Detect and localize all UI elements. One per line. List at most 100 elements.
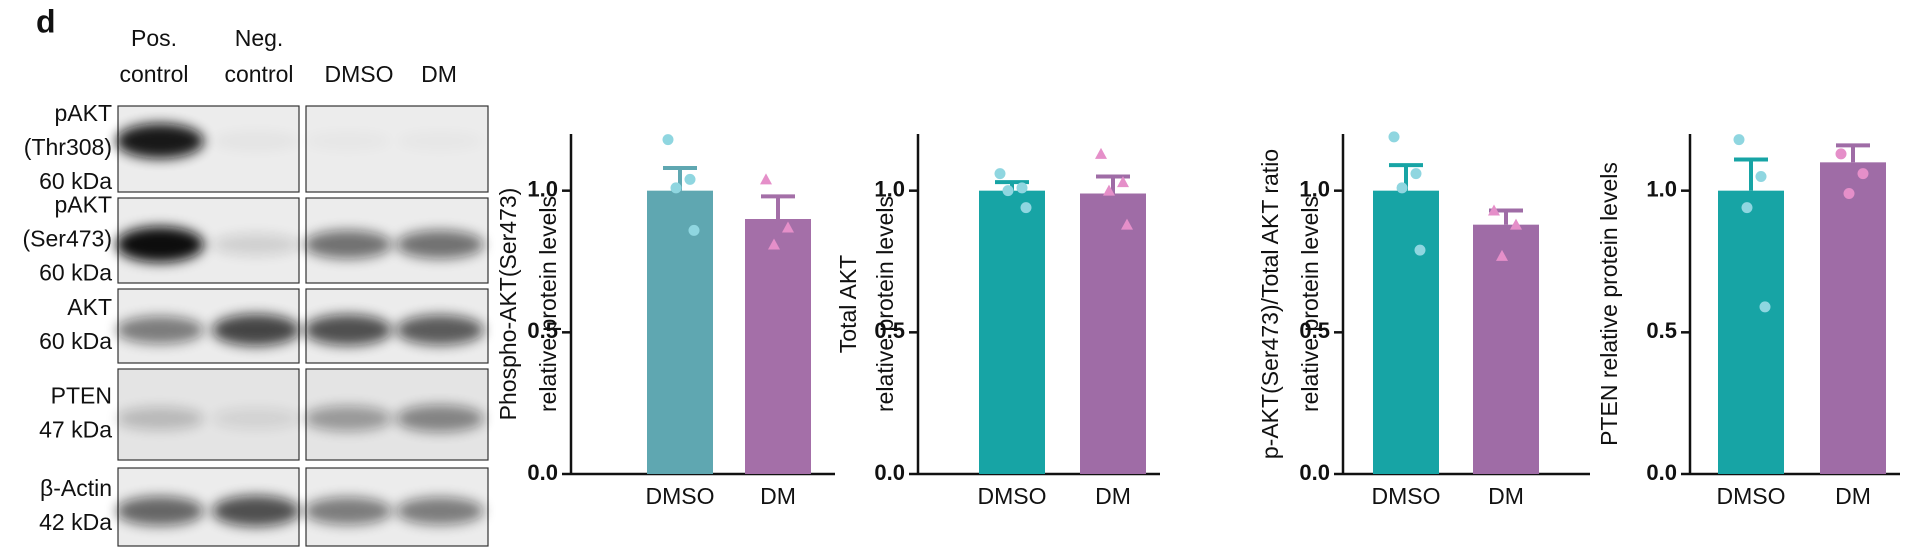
row-label: (Thr308) (24, 134, 112, 160)
blot-band (304, 497, 392, 525)
blot-band (212, 407, 300, 430)
blot-band (304, 314, 392, 346)
data-point (1095, 147, 1107, 159)
data-point (1016, 182, 1028, 194)
lane-label: control (119, 61, 188, 87)
blot-band (212, 131, 300, 151)
row-label: pAKT (54, 100, 112, 126)
blot-band (304, 131, 392, 151)
x-tick-label: DM (760, 483, 796, 509)
row-label: AKT (67, 294, 112, 320)
blot-band (212, 314, 300, 346)
x-tick-label: DM (1095, 483, 1131, 509)
lane-label: Neg. (235, 25, 284, 51)
blot-band (212, 233, 300, 256)
x-tick-label: DM (1835, 483, 1871, 509)
data-point (1835, 148, 1847, 160)
blot-band (304, 230, 392, 259)
row-label: 60 kDa (39, 328, 112, 354)
blot-band (396, 131, 484, 151)
blot-band (116, 316, 204, 344)
panel-label: d (36, 3, 56, 39)
data-point (1117, 176, 1129, 188)
row-label: PTEN (51, 383, 112, 409)
bar (745, 219, 811, 474)
bar (979, 190, 1045, 474)
bar (1820, 162, 1886, 475)
y-tick-label: 0.0 (1646, 460, 1677, 485)
y-tick-label: 1.0 (527, 176, 558, 201)
y-axis-label: Total AKT (835, 255, 861, 353)
x-tick-label: DMSO (646, 483, 715, 509)
row-label: β-Actin (40, 475, 112, 501)
data-point (1843, 188, 1855, 199)
blot-band (116, 496, 204, 526)
bar (1718, 190, 1784, 474)
y-axis-label: relative protein levels (1297, 196, 1323, 412)
y-tick-label: 0.5 (1299, 318, 1330, 343)
y-tick-label: 1.0 (1646, 176, 1677, 201)
row-label: pAKT (54, 192, 112, 218)
blot-band (304, 405, 392, 432)
lane-label: control (224, 61, 293, 87)
data-point (760, 173, 772, 185)
blot-band (212, 495, 300, 527)
data-point (1002, 185, 1014, 197)
y-axis-label: Phospho-AKT(Ser473) (495, 188, 521, 421)
data-point (1488, 204, 1500, 216)
data-point (1388, 131, 1400, 143)
y-axis-label: relative protein levels (872, 196, 898, 412)
data-point (1733, 134, 1745, 146)
data-point (1755, 171, 1767, 182)
row-label: 47 kDa (39, 417, 112, 443)
y-tick-label: 0.5 (527, 318, 558, 343)
data-point (1103, 184, 1115, 196)
lane-label: DM (421, 61, 457, 87)
lane-label: DMSO (325, 61, 394, 87)
row-label: 42 kDa (39, 509, 112, 535)
data-point (670, 182, 682, 194)
y-tick-label: 1.0 (1299, 176, 1330, 201)
y-tick-label: 0.0 (1299, 460, 1330, 485)
blot-band (396, 404, 484, 433)
bar (1373, 190, 1439, 474)
blot-band (396, 230, 484, 259)
blot-band (396, 314, 484, 346)
blot-band (116, 123, 204, 159)
data-point (1410, 168, 1422, 180)
data-point (1414, 244, 1426, 256)
bar (1473, 224, 1539, 474)
lane-label: Pos. (131, 25, 177, 51)
data-point (994, 168, 1006, 180)
y-axis-label: p-AKT(Ser473)/Total AKT ratio (1257, 149, 1283, 459)
row-label: 60 kDa (39, 260, 112, 286)
western-blot: Pos. control Neg. control DMSO DM pAKT (Thr308)… (23, 25, 489, 547)
y-tick-label: 0.0 (527, 460, 558, 485)
x-tick-label: DM (1488, 483, 1524, 509)
x-tick-label: DMSO (978, 483, 1047, 509)
row-label: (Ser473) (23, 226, 112, 252)
data-point (768, 238, 780, 250)
y-tick-label: 1.0 (874, 176, 905, 201)
blot-band (116, 226, 204, 263)
bar (1080, 193, 1146, 474)
data-point (1510, 218, 1522, 230)
y-tick-label: 0.5 (1646, 318, 1677, 343)
data-point (662, 134, 674, 146)
blot-band (396, 497, 484, 525)
x-tick-label: DMSO (1372, 483, 1441, 509)
blot-band (116, 406, 204, 431)
data-point (1741, 202, 1753, 214)
data-point (782, 221, 794, 233)
data-point (1759, 301, 1771, 313)
x-tick-label: DMSO (1717, 483, 1786, 509)
data-point (1020, 202, 1032, 214)
data-point (688, 224, 700, 236)
y-tick-label: 0.0 (874, 460, 905, 485)
bar (647, 190, 713, 474)
y-axis-label: relative protein levels (535, 196, 561, 412)
blot-panel (305, 105, 489, 193)
y-axis-label: PTEN relative protein levels (1596, 162, 1622, 446)
row-label: 60 kDa (39, 168, 112, 194)
